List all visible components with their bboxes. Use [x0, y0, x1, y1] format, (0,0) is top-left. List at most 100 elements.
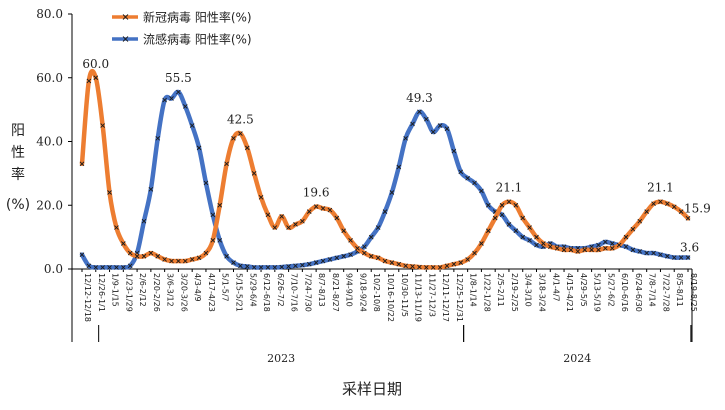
data-point: [609, 245, 615, 251]
data-point: [313, 204, 319, 209]
data-point: [368, 253, 374, 259]
data-point: [685, 216, 691, 221]
data-point: [389, 260, 395, 265]
x-tick-label: 9/4-9/10: [345, 273, 354, 307]
x-tick-label: 3/20-3/26: [179, 273, 188, 312]
x-tick-label: 1/22-1/28: [482, 273, 491, 312]
data-point: [176, 258, 181, 264]
data-point: [210, 212, 216, 218]
data-label: 19.6: [303, 186, 330, 200]
data-point: [417, 264, 422, 270]
data-label: 42.5: [227, 113, 254, 127]
data-point: [127, 263, 133, 269]
data-point: [465, 257, 470, 262]
data-point: [334, 215, 340, 221]
data-point: [671, 255, 677, 260]
data-point: [141, 253, 147, 259]
data-point: [658, 252, 663, 257]
data-point: [279, 214, 285, 219]
x-tick-label: 1/8-1/14: [469, 273, 478, 307]
data-point: [169, 96, 174, 101]
data-point: [293, 222, 298, 227]
data-point: [665, 201, 670, 206]
data-point: [368, 234, 374, 240]
x-tick-label: 1/9-1/15: [111, 273, 120, 307]
data-point: [389, 190, 395, 195]
data-point: [114, 265, 119, 270]
data-point: [300, 262, 305, 268]
data-point: [107, 265, 112, 270]
data-point: [231, 135, 236, 141]
data-point: [382, 258, 388, 264]
data-point: [286, 264, 291, 269]
data-point: [244, 264, 250, 269]
data-point: [86, 78, 92, 84]
data-point: [527, 225, 532, 230]
data-point: [306, 209, 312, 214]
data-point: [327, 207, 333, 213]
x-tick-label: 2/20-2/26: [152, 273, 161, 312]
data-point: [148, 250, 154, 256]
data-point: [623, 244, 629, 250]
data-point: [644, 209, 650, 214]
x-tick-label: 2/19-2/25: [510, 273, 519, 312]
data-point: [272, 225, 278, 230]
x-tick-label: 11/27-12/3: [427, 273, 436, 317]
data-point: [678, 255, 684, 260]
data-point: [182, 258, 188, 264]
x-tick-label: 7/10-7/16: [290, 273, 299, 312]
x-tick-label: 3/6-3/12: [166, 273, 175, 307]
data-point: [141, 218, 147, 224]
data-point: [293, 263, 298, 269]
data-point: [485, 202, 491, 208]
data-point: [623, 234, 629, 240]
data-label: 55.5: [165, 71, 192, 85]
data-point: [630, 226, 636, 232]
x-tick-label: 1/23-1/29: [124, 273, 133, 312]
data-point: [575, 249, 581, 254]
data-point: [279, 264, 285, 270]
data-point: [134, 253, 140, 259]
data-point: [93, 75, 99, 81]
data-point: [430, 129, 436, 135]
data-point: [534, 242, 539, 248]
data-point: [100, 123, 105, 128]
data-point: [492, 215, 498, 221]
data-point: [320, 206, 326, 211]
x-tick-label: 4/15-4/21: [565, 273, 574, 312]
data-point: [520, 234, 526, 240]
x-tick-label: 6/10-6/16: [620, 273, 629, 312]
data-point: [217, 202, 223, 208]
data-point: [155, 135, 161, 141]
data-point: [458, 169, 464, 175]
data-point: [410, 121, 415, 127]
data-point: [609, 241, 615, 246]
data-point: [327, 257, 333, 262]
data-point: [423, 265, 429, 270]
x-tick-label: 4/29-5/5: [579, 273, 588, 307]
x-tick-label: 9/18-9/24: [358, 273, 367, 312]
data-point: [155, 253, 161, 259]
data-point: [506, 222, 512, 227]
data-point: [651, 250, 656, 256]
data-point: [362, 244, 367, 250]
y-axis-title-char: (%): [6, 197, 30, 213]
data-point: [671, 204, 677, 210]
data-point: [120, 265, 126, 270]
data-point: [272, 265, 278, 270]
data-point: [685, 255, 691, 260]
data-label: 21.1: [647, 181, 674, 195]
data-point: [265, 212, 271, 218]
y-tick-label: 80.0: [36, 7, 63, 21]
data-point: [396, 164, 402, 170]
data-point: [362, 250, 367, 256]
data-point: [437, 123, 443, 128]
data-point: [410, 264, 415, 269]
x-tick-label: 5/27-6/2: [606, 273, 615, 307]
data-point: [534, 234, 539, 240]
data-point: [513, 228, 519, 234]
x-tick-label: 4/1-4/7: [551, 273, 560, 302]
x-tick-label: 8/19-8/25: [689, 273, 698, 312]
y-tick-label: 20.0: [36, 198, 63, 212]
